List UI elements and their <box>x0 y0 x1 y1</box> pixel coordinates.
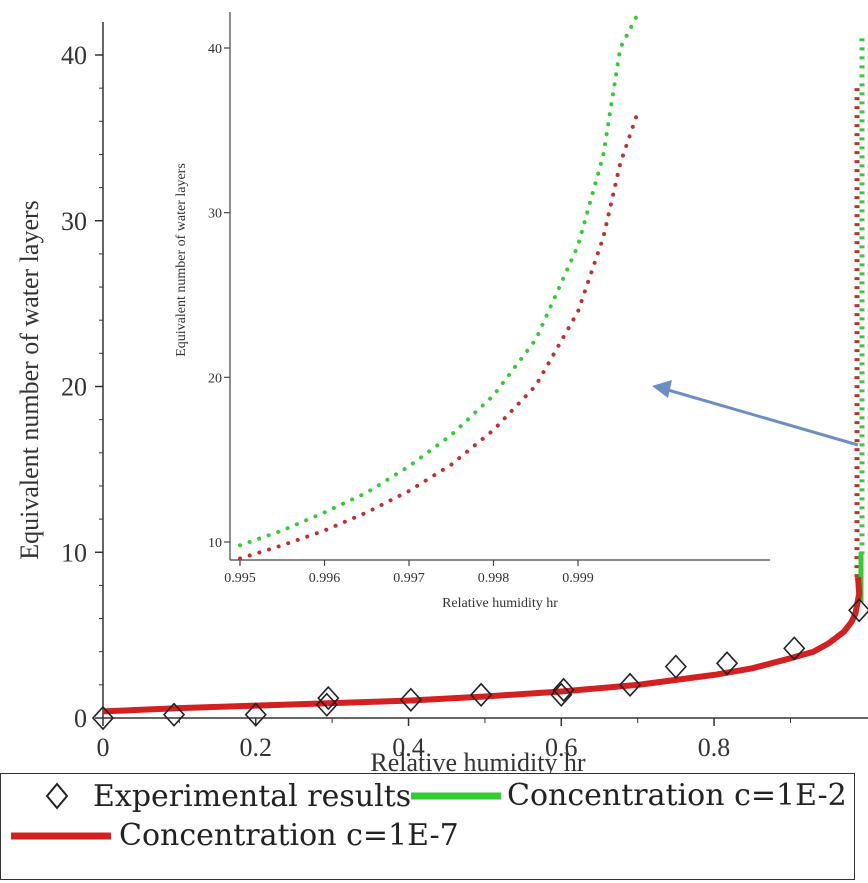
x-tick-label: 0.6 <box>545 733 578 762</box>
y-tick-label: 0 <box>74 704 87 733</box>
legend-entry-c1e-2: Concentration c=1E-2 <box>411 778 847 813</box>
main-chart: 0 10 20 30 40 0 0.2 0.4 0.6 0.8 Relative humidity … <box>15 22 868 777</box>
inset-y-tick-label: 20 <box>208 371 222 386</box>
x-tick-label: 0.8 <box>698 733 731 762</box>
inset-x-axis-label: Relative humidity hr <box>442 596 558 611</box>
legend-label-c1e-7: Concentration c=1E-7 <box>119 818 459 853</box>
inset-y-axis-label: Equivalent number of water layers <box>174 163 189 357</box>
inset-y-tick-label: 40 <box>208 42 222 57</box>
legend-label-c1e-2: Concentration c=1E-2 <box>507 778 847 813</box>
arrow-shaft <box>667 388 859 447</box>
data-point-experimental <box>399 687 422 712</box>
data-point-experimental <box>783 636 806 661</box>
legend-line-red-icon <box>11 832 111 839</box>
series-line-c1e-7 <box>102 576 863 715</box>
inset-x-tick-label: 0.999 <box>562 571 594 586</box>
data-point-experimental <box>552 677 575 703</box>
legend-label-experimental: Experimental results <box>93 778 412 814</box>
data-point-experimental <box>162 702 186 727</box>
inset-y-tick-label: 30 <box>208 207 222 222</box>
data-point-experimental <box>470 682 493 707</box>
data-point-experimental <box>91 705 115 731</box>
data-point-experimental <box>244 702 267 727</box>
legend-entry-c1e-7: Concentration c=1E-7 <box>11 818 459 853</box>
inset-x-tick-label: 0.995 <box>224 571 256 586</box>
data-point-experimental <box>848 598 868 623</box>
inset-series-c1e-2 <box>238 13 640 548</box>
arrow-head-icon <box>652 380 672 398</box>
inset-series-c1e-7 <box>238 111 640 561</box>
inset-chart: 10 20 30 40 0.995 0.996 0.997 0.998 0.999 Relativ… <box>174 12 770 611</box>
y-tick-label: 20 <box>61 373 87 402</box>
data-point-experimental <box>618 672 642 698</box>
legend-line-green-icon <box>411 792 501 799</box>
y-axis-label: Equivalent number of water layers <box>15 200 44 560</box>
legend-entry-experimental: Experimental results <box>39 778 411 814</box>
x-tick-label: 0.2 <box>240 733 273 762</box>
data-point-experimental <box>317 685 340 711</box>
y-tick-label: 30 <box>61 207 87 236</box>
x-axis-label: Relative humidity hr <box>370 748 586 777</box>
inset-y-tick-label: 10 <box>208 536 222 551</box>
inset-x-tick-label: 0.996 <box>309 571 341 586</box>
inset-x-tick-label: 0.998 <box>478 571 510 586</box>
x-tick-label: 0 <box>97 733 110 762</box>
inset-x-tick-label: 0.997 <box>393 571 425 586</box>
data-point-experimental <box>715 651 739 676</box>
y-tick-label: 10 <box>61 538 87 567</box>
diamond-marker-icon <box>45 782 69 810</box>
data-point-experimental <box>664 654 687 679</box>
legend: Experimental results Concentration c=1E-… <box>0 773 855 880</box>
y-tick-label: 40 <box>61 41 87 70</box>
annotation-arrow <box>652 380 859 447</box>
x-tick-label: 0.4 <box>392 733 425 762</box>
